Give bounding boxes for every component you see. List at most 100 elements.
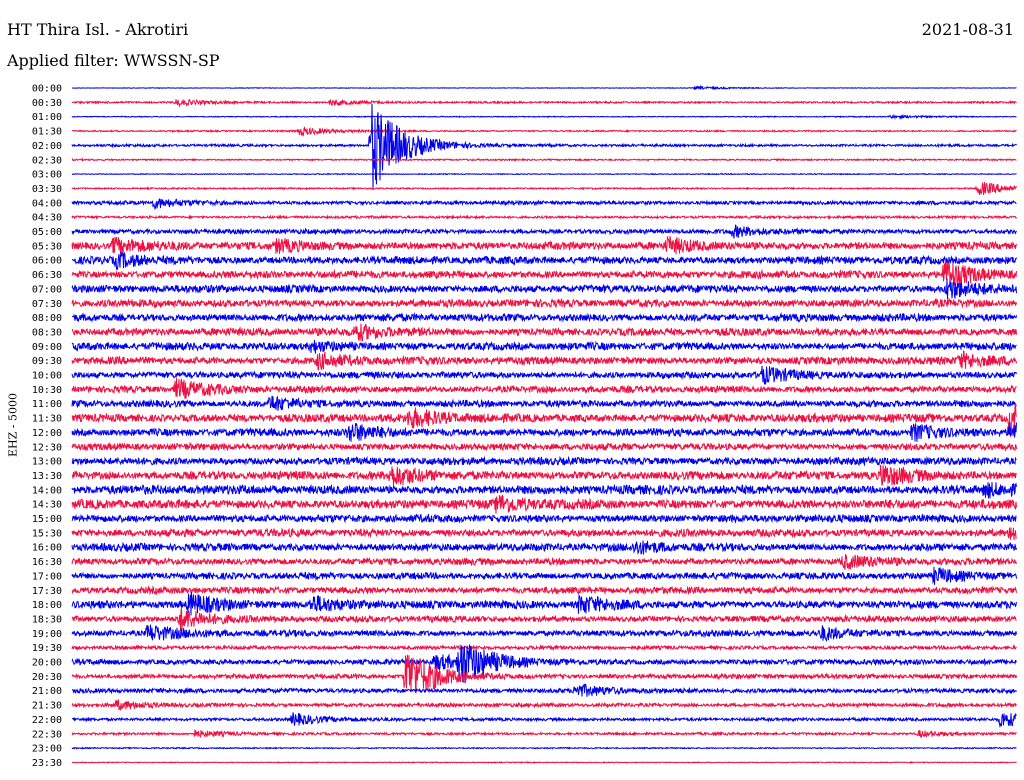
row-time-label: 01:30 xyxy=(32,127,62,138)
trace-row-1600 xyxy=(71,540,1017,555)
row-time-label: 14:30 xyxy=(32,500,62,511)
row-time-label: 22:00 xyxy=(32,715,62,726)
row-time-label: 13:30 xyxy=(32,471,62,482)
trace-row-0230 xyxy=(71,157,1017,162)
row-time-label: 12:00 xyxy=(32,428,62,439)
row-time-label: 04:30 xyxy=(32,213,62,224)
trace-row-1900 xyxy=(71,624,1017,643)
trace-row-1530 xyxy=(71,527,1017,541)
row-time-labels: 00:00 00:30 01:00 01:30 02:00 02:30 03:00 03:30… xyxy=(32,84,62,769)
trace-row-0600 xyxy=(71,251,1017,271)
row-time-label: 05:00 xyxy=(32,227,62,238)
trace-row-2000 xyxy=(71,644,1017,684)
row-time-label: 16:00 xyxy=(32,543,62,554)
trace-row-2030 xyxy=(71,654,1017,694)
row-time-label: 21:30 xyxy=(32,701,62,712)
row-time-label: 03:00 xyxy=(32,170,62,181)
row-time-label: 18:00 xyxy=(32,600,62,611)
row-time-label: 17:30 xyxy=(32,586,62,597)
row-time-label: 04:00 xyxy=(32,198,62,209)
row-time-label: 02:30 xyxy=(32,155,62,166)
row-time-label: 18:30 xyxy=(32,614,62,625)
row-time-label: 19:30 xyxy=(32,643,62,654)
seismogram-traces xyxy=(71,84,1017,764)
row-time-label: 17:00 xyxy=(32,571,62,582)
trace-row-1430 xyxy=(71,493,1017,514)
row-time-label: 11:30 xyxy=(32,414,62,425)
trace-row-2130 xyxy=(71,699,1017,711)
trace-row-1830 xyxy=(71,607,1017,631)
row-time-label: 06:30 xyxy=(32,270,62,281)
row-time-label: 19:00 xyxy=(32,629,62,640)
trace-row-0100 xyxy=(71,113,1017,120)
row-time-label: 02:00 xyxy=(32,141,62,152)
trace-row-1000 xyxy=(71,365,1017,386)
row-time-label: 10:00 xyxy=(32,371,62,382)
trace-row-1630 xyxy=(71,553,1017,570)
trace-row-1130 xyxy=(71,402,1017,437)
trace-row-0030 xyxy=(71,98,1017,108)
row-time-label: 10:30 xyxy=(32,385,62,396)
trace-row-1400 xyxy=(71,482,1017,499)
trace-row-0930 xyxy=(71,350,1017,371)
trace-row-1930 xyxy=(71,644,1017,652)
row-time-label: 23:30 xyxy=(32,758,62,769)
row-time-label: 05:30 xyxy=(32,241,62,252)
trace-row-1300 xyxy=(71,455,1017,467)
row-time-label: 08:30 xyxy=(32,327,62,338)
trace-row-2230 xyxy=(71,729,1017,739)
trace-row-2300 xyxy=(71,746,1017,750)
row-time-label: 07:00 xyxy=(32,284,62,295)
trace-row-2330 xyxy=(71,760,1017,764)
trace-row-1700 xyxy=(71,566,1017,585)
trace-row-1200 xyxy=(71,422,1017,442)
row-time-label: 07:30 xyxy=(32,299,62,310)
trace-row-0430 xyxy=(71,214,1017,221)
row-time-label: 06:00 xyxy=(32,256,62,267)
row-time-label: 16:30 xyxy=(32,557,62,568)
row-time-label: 09:00 xyxy=(32,342,62,353)
trace-row-0500 xyxy=(71,224,1017,239)
trace-row-0700 xyxy=(71,278,1017,300)
row-time-label: 15:30 xyxy=(32,528,62,539)
record-date: 2021-08-31 xyxy=(921,20,1014,39)
trace-row-0130 xyxy=(71,126,1017,137)
row-time-label: 14:00 xyxy=(32,485,62,496)
trace-row-1800 xyxy=(71,591,1017,616)
row-time-label: 20:30 xyxy=(32,672,62,683)
station-title: HT Thira Isl. - Akrotiri xyxy=(7,20,189,39)
trace-row-0300 xyxy=(71,172,1017,176)
trace-row-2100 xyxy=(71,683,1017,697)
row-time-label: 03:30 xyxy=(32,184,62,195)
row-time-label: 20:00 xyxy=(32,658,62,669)
trace-row-2200 xyxy=(71,712,1017,729)
filter-label: Applied filter: WWSSN-SP xyxy=(7,51,220,70)
row-time-label: 11:00 xyxy=(32,399,62,410)
row-time-label: 22:30 xyxy=(32,729,62,740)
trace-row-1100 xyxy=(71,395,1017,411)
trace-row-0530 xyxy=(71,235,1017,255)
trace-row-1230 xyxy=(71,441,1017,452)
trace-row-0000 xyxy=(71,84,1017,91)
row-time-label: 00:30 xyxy=(32,98,62,109)
trace-row-0330 xyxy=(71,182,1017,196)
row-time-label: 15:00 xyxy=(32,514,62,525)
row-time-label: 23:00 xyxy=(32,744,62,755)
row-time-label: 00:00 xyxy=(32,84,62,95)
row-time-label: 12:30 xyxy=(32,442,62,453)
trace-row-0200 xyxy=(71,103,1017,191)
trace-row-0400 xyxy=(71,198,1017,211)
trace-row-0830 xyxy=(71,323,1017,342)
row-time-label: 13:00 xyxy=(32,457,62,468)
row-time-label: 08:00 xyxy=(32,313,62,324)
trace-row-1730 xyxy=(71,584,1017,596)
trace-row-1500 xyxy=(71,513,1017,524)
trace-row-1330 xyxy=(71,464,1017,488)
trace-row-0630 xyxy=(71,258,1017,287)
trace-row-1030 xyxy=(71,377,1017,399)
row-time-label: 09:30 xyxy=(32,356,62,367)
row-time-label: 01:00 xyxy=(32,112,62,123)
row-time-label: 21:00 xyxy=(32,686,62,697)
trace-row-0900 xyxy=(71,339,1017,354)
